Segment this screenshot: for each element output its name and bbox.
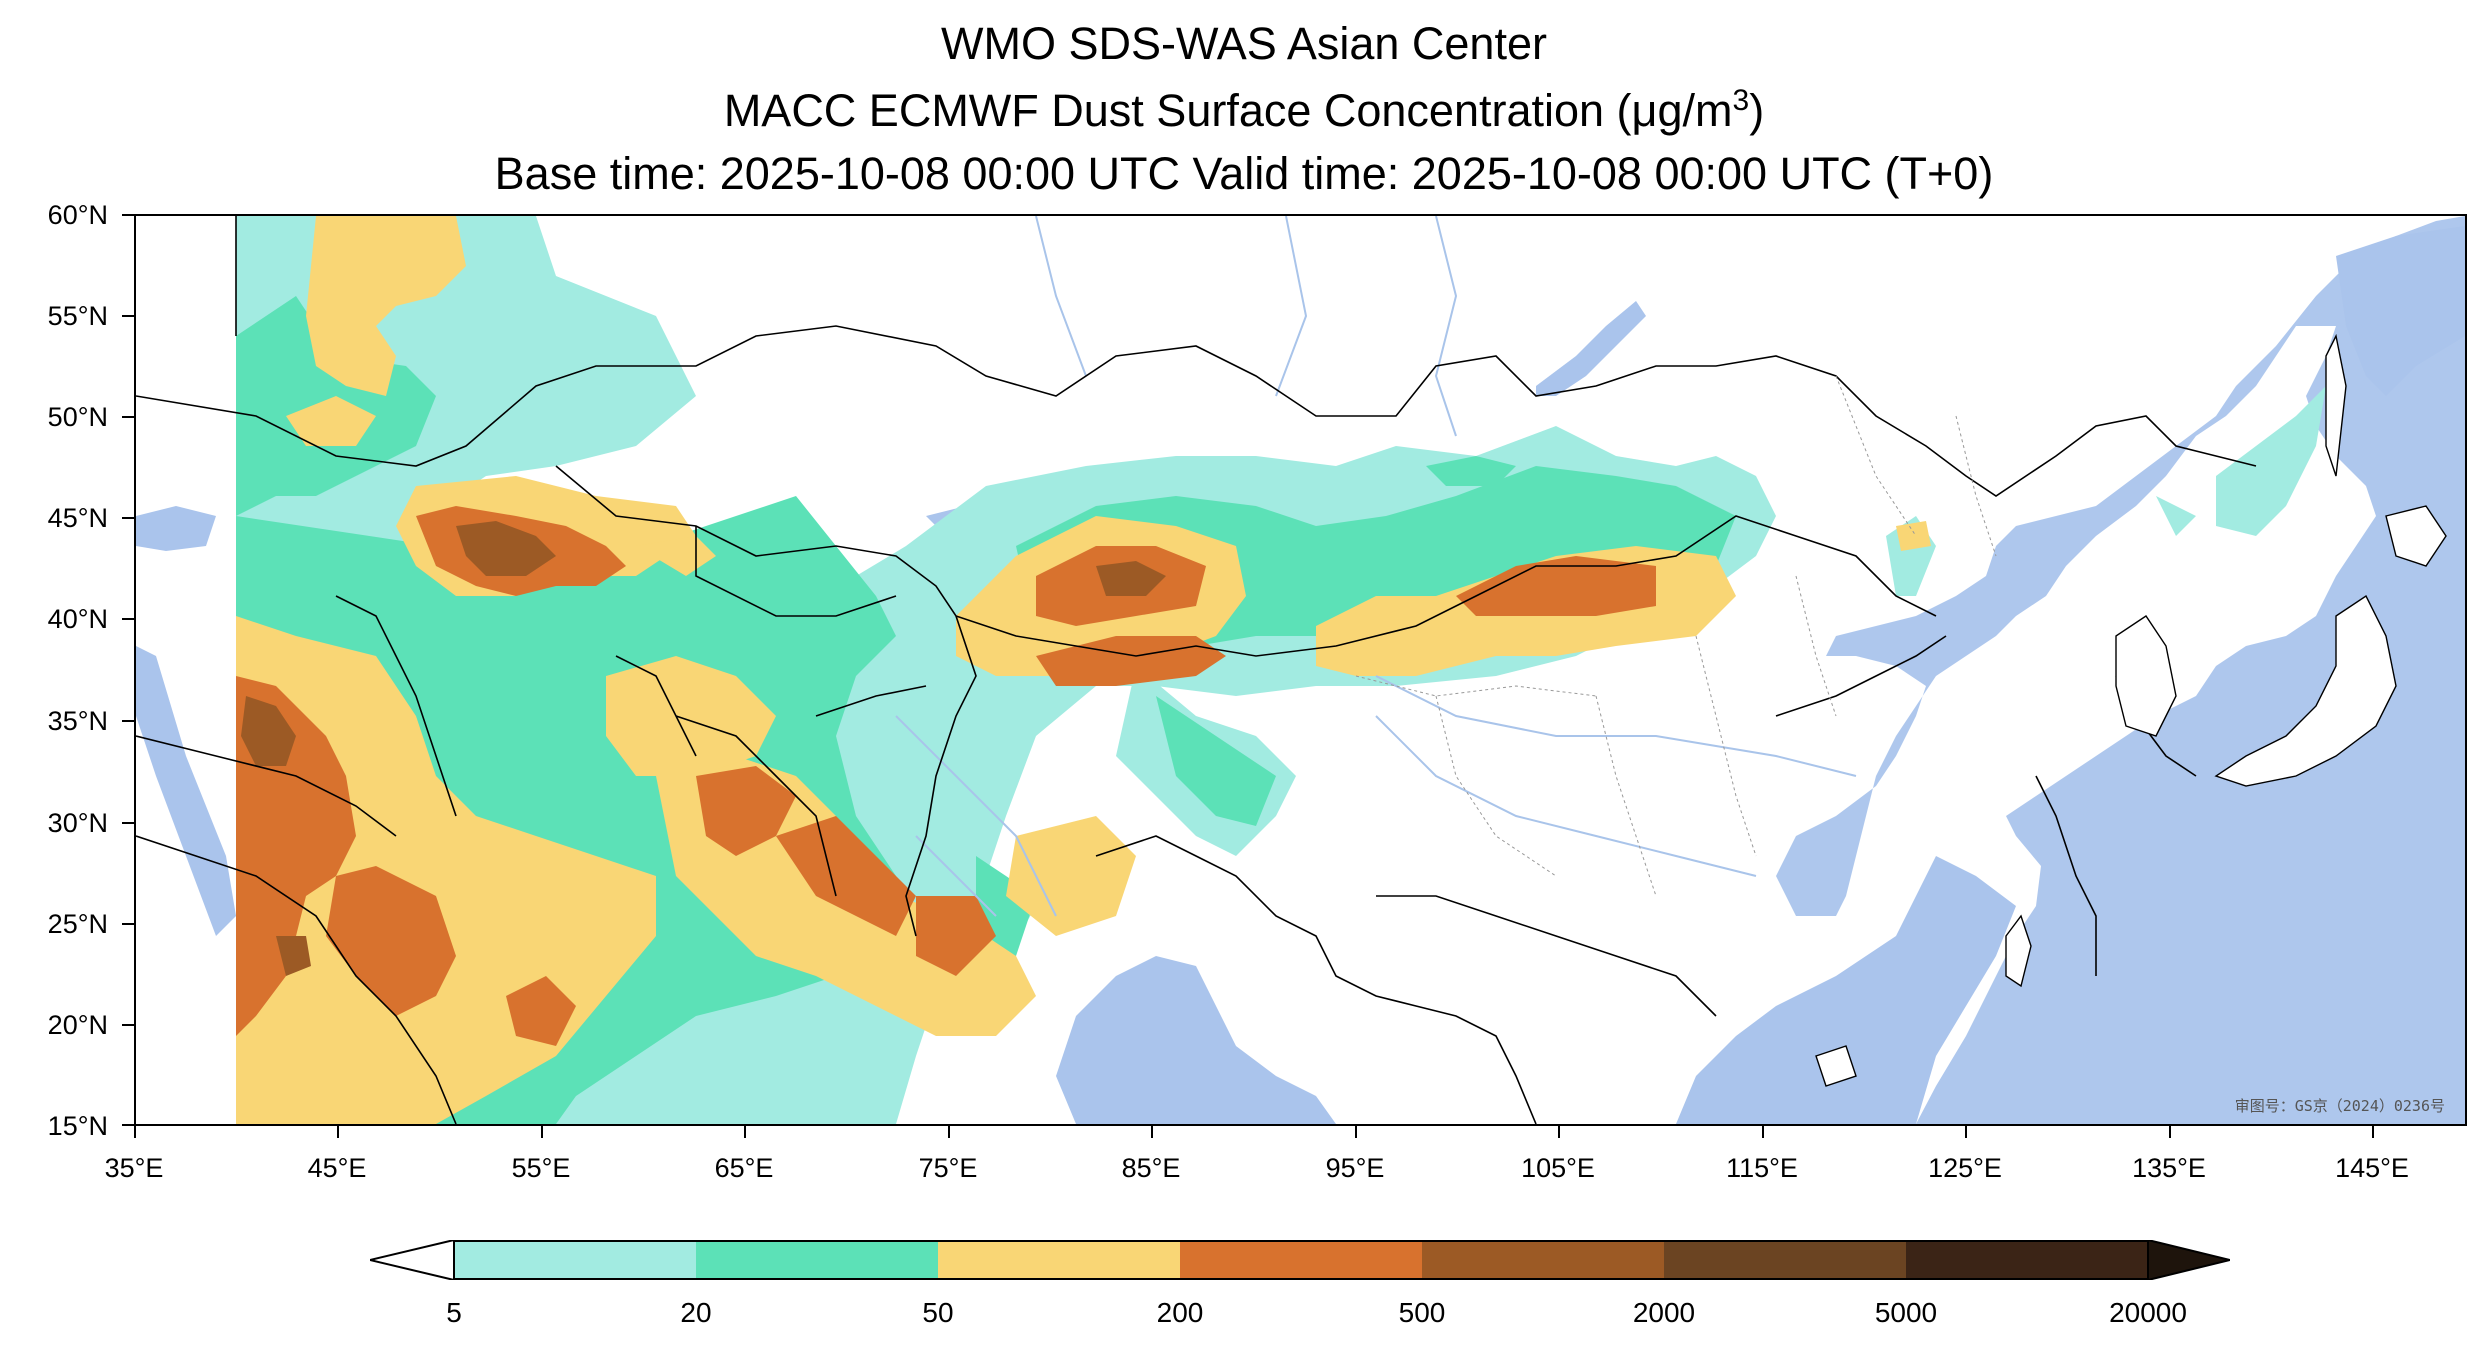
chart-title-times: Base time: 2025-10-08 00:00 UTC Valid ti…: [494, 148, 1994, 199]
sea-of-japan-north: [2336, 226, 2465, 396]
title-unit-exponent: 3: [1732, 84, 1750, 117]
bay-of-bengal: [1056, 956, 1336, 1124]
lat-label-35: 35°N: [47, 706, 108, 736]
lat-label-30: 30°N: [47, 808, 108, 838]
tick-x: [948, 1126, 950, 1138]
colorbar-bin-2000-5000: [1664, 1240, 1906, 1280]
chart-title-line1: WMO SDS-WAS Asian Center: [941, 18, 1547, 69]
colorbar-bin-500-2000: [1422, 1240, 1664, 1280]
lon-label-95: 95°E: [1325, 1153, 1385, 1183]
tick-y: [122, 315, 134, 317]
dust-map: 审图号：GS京（2024）0236号: [134, 214, 2467, 1126]
lon-label-55: 55°E: [511, 1153, 571, 1183]
lat-label-20: 20°N: [47, 1010, 108, 1040]
colorbar-label-20: 20: [680, 1297, 712, 1328]
tick-x: [1558, 1126, 1560, 1138]
lat-label-55: 55°N: [47, 301, 108, 331]
lon-label-135: 135°E: [2132, 1153, 2206, 1183]
hainan: [1815, 1045, 1857, 1087]
colorbar-label-5: 5: [446, 1297, 462, 1328]
tick-y: [122, 618, 134, 620]
colorbar-label-5000: 5000: [1874, 1297, 1938, 1328]
map-approval-number: 审图号：GS京（2024）0236号: [2234, 1097, 2445, 1115]
land-islands: [1815, 333, 2447, 1087]
black-sea: [136, 506, 216, 551]
south-china-sea: [1676, 856, 2016, 1124]
rivers: [895, 216, 1857, 917]
tick-y: [122, 517, 134, 519]
chart-title-line2: MACC ECMWF Dust Surface Concentration (μ…: [0, 84, 2488, 137]
title-product: MACC ECMWF Dust Surface Concentration (: [723, 85, 1632, 136]
tick-y: [122, 1024, 134, 1026]
pacific-ocean: [1776, 216, 2465, 1124]
tick-x: [1151, 1126, 1153, 1138]
colorbar-bin-5-20: [454, 1240, 696, 1280]
colorbar-label-50: 50: [922, 1297, 954, 1328]
lon-label-75: 75°E: [918, 1153, 978, 1183]
lat-label-45: 45°N: [47, 503, 108, 533]
lon-label-125: 125°E: [1928, 1153, 2002, 1183]
tick-x: [2169, 1126, 2171, 1138]
dust-layer-500-2000: [241, 521, 1166, 976]
lon-label-145: 145°E: [2335, 1153, 2409, 1183]
lon-label-65: 65°E: [714, 1153, 774, 1183]
lat-label-25: 25°N: [47, 909, 108, 939]
colorbar: [370, 1240, 2230, 1280]
taiwan: [2005, 914, 2032, 988]
red-sea: [136, 646, 236, 936]
colorbar-label-20000: 20000: [2109, 1297, 2187, 1328]
tick-y: [122, 822, 134, 824]
lake-baikal: [1536, 301, 1646, 396]
tick-y: [122, 923, 134, 925]
colorbar-under-triangle: [370, 1240, 455, 1280]
colorbar-bin-20-50: [696, 1240, 938, 1280]
lat-label-40: 40°N: [47, 604, 108, 634]
tick-x: [1965, 1126, 1967, 1138]
map-canvas: [136, 216, 2465, 1124]
lat-label-60: 60°N: [47, 200, 108, 230]
colorbar-over-triangle: [2147, 1240, 2230, 1280]
colorbar-label-2000: 2000: [1632, 1297, 1696, 1328]
tick-y: [122, 214, 134, 216]
tick-y: [122, 720, 134, 722]
colorbar-bin-50-200: [938, 1240, 1180, 1280]
title-unit: μg/m: [1631, 85, 1733, 136]
lon-label-85: 85°E: [1121, 1153, 1181, 1183]
country-borders: [136, 216, 2257, 1124]
lon-label-45: 45°E: [307, 1153, 367, 1183]
tick-y: [122, 1124, 134, 1126]
lon-label-35: 35°E: [104, 1153, 164, 1183]
title-close-paren: ): [1749, 85, 1765, 136]
japan-honshu: [2214, 594, 2397, 787]
tick-x: [337, 1126, 339, 1138]
colorbar-label-500: 500: [1398, 1297, 1446, 1328]
tick-x: [541, 1126, 543, 1138]
sakhalin: [2325, 333, 2347, 477]
province-borders: [1355, 375, 1997, 897]
tick-x: [1762, 1126, 1764, 1138]
lat-label-15: 15°N: [47, 1111, 108, 1141]
tick-x: [134, 1126, 136, 1138]
japan-hokkaido: [2385, 505, 2447, 567]
colorbar-bin-200-500: [1180, 1240, 1422, 1280]
lon-label-105: 105°E: [1521, 1153, 1595, 1183]
lon-label-115: 115°E: [1726, 1153, 1798, 1183]
korea-peninsula: [2115, 615, 2177, 737]
tick-x: [2372, 1126, 2374, 1138]
tick-x: [744, 1126, 746, 1138]
tick-y: [122, 416, 134, 418]
colorbar-bin-5000-20000: [1906, 1240, 2148, 1280]
tick-x: [1355, 1126, 1357, 1138]
colorbar-outline: [453, 1240, 2149, 1280]
colorbar-label-200: 200: [1156, 1297, 1204, 1328]
lat-label-50: 50°N: [47, 402, 108, 432]
